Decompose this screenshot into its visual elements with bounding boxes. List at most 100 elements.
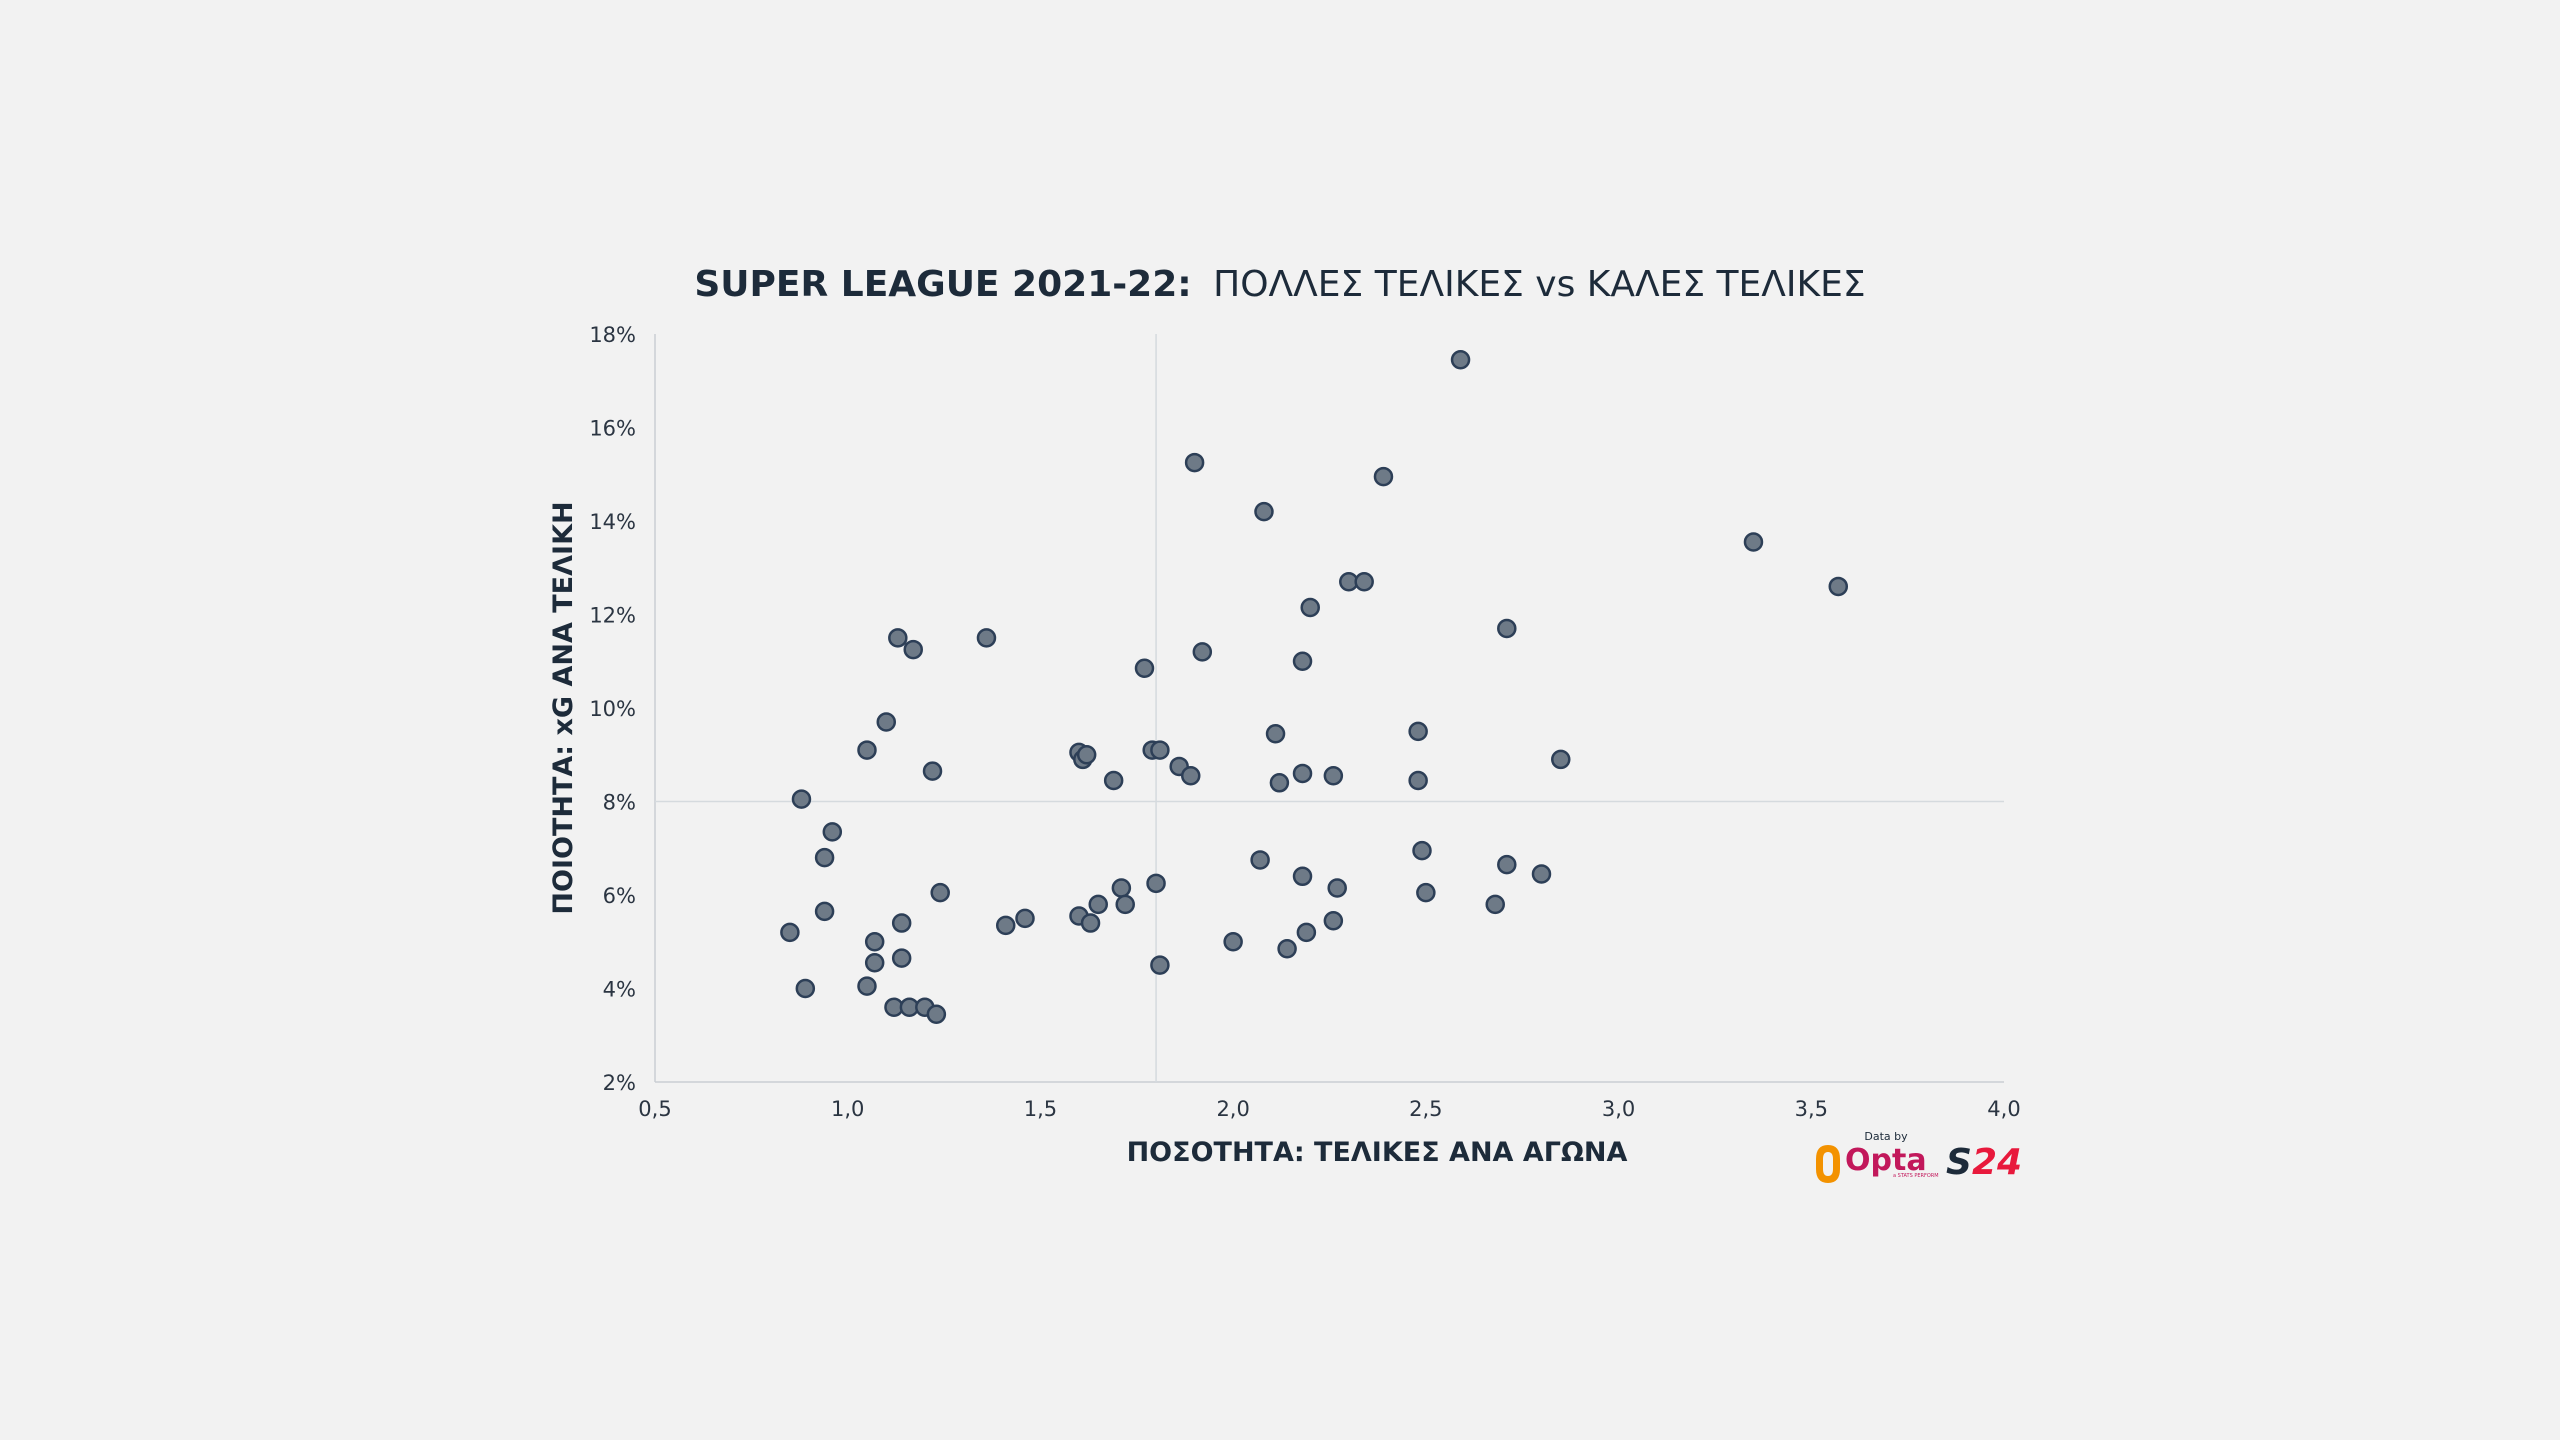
- y-axis-ticks: 2% 4% 6% 8% 10% 12% 14% 16% 18%: [589, 323, 636, 1095]
- scatter-point: [1150, 955, 1170, 975]
- scatter-point: [995, 915, 1016, 936]
- x-axis-ticks: 0,5 1,0 1,5 2,0 2,5 3,0 3,5 4,0: [638, 1097, 2020, 1121]
- scatter-point: [1743, 532, 1764, 552]
- scatter-point: [1277, 939, 1297, 959]
- data-points: [780, 349, 1849, 1024]
- axes: [654, 334, 2004, 1083]
- scatter-point: [1300, 597, 1320, 618]
- x-tick-label: 2,0: [1216, 1097, 1249, 1121]
- y-tick-label: 16%: [589, 417, 636, 441]
- y-tick-label: 12%: [589, 604, 636, 628]
- scatter-point: [1408, 770, 1428, 791]
- y-axis-label: ΠΟΙΟΤΗΤΑ: xG ΑΝΑ ΤΕΛΙΚΗ: [548, 501, 579, 914]
- scatter-point: [1450, 349, 1471, 370]
- y-tick-label: 14%: [589, 510, 636, 534]
- scatter-point: [1184, 452, 1205, 473]
- scatter-point: [1269, 773, 1290, 793]
- x-tick-label: 3,0: [1602, 1097, 1635, 1121]
- scatter-point: [976, 628, 997, 648]
- scatter-point: [1373, 466, 1394, 487]
- scatter-point: [1485, 894, 1505, 915]
- x-axis-label: ΠΟΣΟΤΗΤΑ: ΤΕΛΙΚΕΣ ΑΝΑ ΑΓΩΝΑ: [1127, 1137, 1628, 1168]
- x-tick-label: 1,0: [831, 1097, 864, 1121]
- scatter-point: [1323, 910, 1344, 931]
- scatter-point: [822, 822, 843, 842]
- scatter-point: [922, 761, 943, 781]
- scatter-point: [891, 948, 912, 968]
- chart-title-rest: ΠΟΛΛΕΣ ΤΕΛΙΚΕΣ vs ΚΑΛΕΣ ΤΕΛΙΚΕΣ: [1213, 264, 1866, 305]
- opta-sub-wordmark: a STATS PERFORM: [1893, 1173, 1939, 1179]
- scatter-point: [1828, 576, 1849, 597]
- scatter-point: [864, 932, 885, 952]
- scatter-point: [1146, 873, 1166, 894]
- scatter-point: [1292, 651, 1313, 671]
- scatter-point: [1354, 572, 1374, 592]
- opta-mark-icon: [1816, 1145, 1840, 1183]
- scatter-point: [814, 901, 835, 922]
- scatter-point: [1150, 740, 1170, 760]
- scatter-point: [1408, 721, 1428, 742]
- scatter-point: [1265, 723, 1286, 744]
- scatter-point: [1254, 501, 1274, 522]
- scatter-point: [1103, 770, 1124, 791]
- scatter-point: [1292, 763, 1313, 784]
- scatter-point: [1497, 618, 1517, 639]
- scatter-point: [1111, 878, 1132, 898]
- s24-number: 24: [1972, 1142, 2022, 1183]
- scatter-point: [795, 978, 816, 999]
- scatter-point: [876, 712, 897, 732]
- scatter-point: [1134, 658, 1155, 679]
- data-by-label: Data by: [1864, 1130, 1908, 1143]
- scatter-point: [814, 847, 835, 868]
- y-tick-label: 18%: [589, 323, 636, 347]
- y-tick-label: 10%: [589, 697, 636, 721]
- y-tick-label: 8%: [603, 791, 636, 815]
- x-tick-label: 0,5: [638, 1097, 671, 1121]
- scatter-point: [857, 976, 877, 996]
- scatter-point: [857, 740, 877, 760]
- scatter-point: [1250, 850, 1270, 870]
- scatter-point: [891, 913, 912, 933]
- scatter-point: [1080, 913, 1101, 933]
- reference-lines: [655, 334, 2004, 1082]
- scatter-point: [1412, 840, 1432, 861]
- s24-letter: S: [1946, 1142, 1972, 1183]
- x-tick-label: 3,5: [1795, 1097, 1828, 1121]
- scatter-point: [888, 628, 908, 648]
- opta-wordmark: Opta: [1845, 1143, 1927, 1178]
- scatter-point: [1531, 864, 1552, 884]
- y-tick-label: 2%: [603, 1071, 636, 1095]
- scatter-point: [1192, 642, 1213, 662]
- scatter-point: [1296, 922, 1317, 943]
- scatter-point: [1180, 766, 1201, 786]
- scatter-point: [1416, 882, 1436, 903]
- y-tick-label: 4%: [603, 978, 636, 1002]
- chart-title-bold: SUPER LEAGUE 2021-22:: [694, 264, 1191, 305]
- scatter-point: [903, 639, 923, 660]
- scatter-point: [1223, 932, 1243, 952]
- x-tick-label: 4,0: [1987, 1097, 2020, 1121]
- scatter-point: [791, 789, 812, 809]
- scatter-point: [1327, 878, 1347, 898]
- scatter-point: [926, 1004, 947, 1024]
- x-tick-label: 2,5: [1409, 1097, 1442, 1121]
- y-tick-label: 6%: [603, 884, 636, 908]
- opta-logo: Data by Opta a STATS PERFORM: [1816, 1130, 1939, 1183]
- s24-logo: S24: [1946, 1142, 2022, 1183]
- scatter-point: [1015, 908, 1035, 929]
- chart-title: SUPER LEAGUE 2021-22: ΠΟΛΛΕΣ ΤΕΛΙΚΕΣ vs …: [694, 264, 1865, 305]
- scatter-point: [1497, 854, 1517, 875]
- scatter-point: [864, 953, 885, 973]
- scatter-point: [930, 882, 950, 903]
- scatter-point: [1292, 866, 1313, 887]
- scatter-point: [1323, 766, 1344, 786]
- scatter-point: [780, 922, 800, 943]
- scatter-point: [1088, 894, 1108, 915]
- s24-wordmark: S24: [1946, 1142, 2022, 1183]
- scatter-point: [1076, 745, 1097, 765]
- scatter-point: [1115, 894, 1135, 915]
- x-tick-label: 1,5: [1024, 1097, 1057, 1121]
- scatter-point: [1551, 749, 1571, 770]
